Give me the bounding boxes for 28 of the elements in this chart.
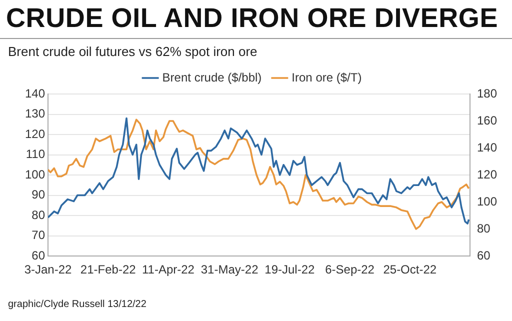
- x-tick-label: 19-Jul-22: [264, 262, 316, 277]
- y2-tick-label: 120: [477, 167, 498, 182]
- y-tick-label: 110: [26, 147, 46, 162]
- x-tick-label: 31-May-22: [200, 262, 259, 277]
- x-tick-label: 3-Jan-22: [24, 262, 72, 277]
- chart-title: CRUDE OIL AND IRON ORE DIVERGE: [6, 3, 498, 34]
- y-tick-label: 60: [32, 248, 46, 262]
- y2-tick-label: 140: [477, 140, 498, 154]
- y-tick-label: 70: [32, 228, 46, 242]
- x-tick-label: 11-Apr-22: [142, 262, 195, 277]
- x-tick-label: 21-Feb-22: [80, 262, 136, 277]
- x-tick-label: 6-Sep-22: [325, 262, 375, 277]
- y2-tick-label: 100: [477, 194, 498, 208]
- y-tick-label: 140: [24, 86, 46, 100]
- y-tick-label: 80: [32, 208, 46, 222]
- y-tick-label: 100: [24, 167, 46, 182]
- legend-label: Iron ore ($/T): [292, 70, 362, 84]
- legend-label: Brent crude ($/bbl): [162, 70, 262, 84]
- y2-tick-label: 60: [477, 248, 491, 262]
- y2-tick-label: 80: [477, 221, 491, 236]
- y2-tick-label: 180: [477, 86, 498, 100]
- chart-subtitle: Brent crude oil futures vs 62% spot iron ore: [8, 44, 258, 59]
- y-tick-label: 90: [32, 188, 46, 202]
- x-tick-label: 25-Oct-22: [383, 262, 437, 277]
- y2-tick-label: 160: [477, 113, 498, 128]
- y-tick-label: 130: [24, 106, 46, 121]
- y-tick-label: 120: [24, 126, 46, 141]
- text: graphic/Clyde Russell 13/12/22: [8, 299, 146, 310]
